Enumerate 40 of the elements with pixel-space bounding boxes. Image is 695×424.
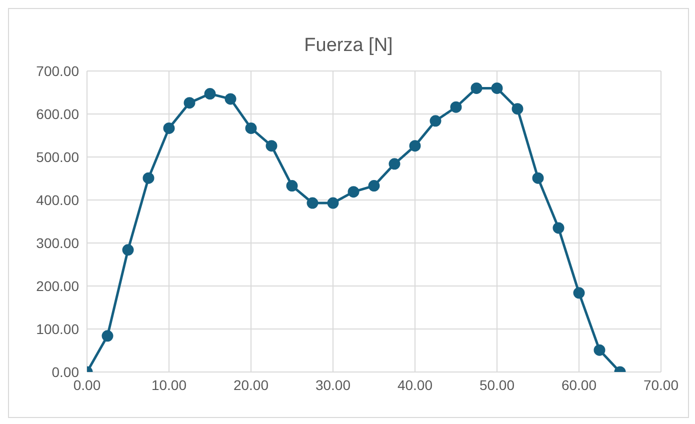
point: [368, 180, 380, 192]
y-tick-label: 100.00: [36, 320, 80, 337]
point: [512, 103, 524, 115]
x-tick-label: 50.00: [479, 376, 515, 393]
y-tick-label: 500.00: [36, 148, 80, 165]
point: [388, 158, 400, 170]
y-tick-label: 600.00: [36, 106, 80, 122]
point: [409, 140, 421, 152]
point: [450, 101, 462, 113]
point: [470, 82, 482, 94]
x-tick-label: 30.00: [315, 376, 351, 393]
x-tick-label: 40.00: [397, 376, 433, 393]
x-tick-label: 70.00: [643, 376, 679, 393]
point: [348, 186, 360, 198]
y-tick-label: 300.00: [36, 234, 80, 251]
point: [532, 172, 544, 184]
point: [266, 140, 278, 152]
point: [122, 244, 134, 256]
chart-title: Fuerza [N]: [303, 35, 394, 57]
point: [491, 82, 503, 94]
point: [286, 180, 298, 192]
y-tick-label: 200.00: [36, 278, 80, 294]
point: [204, 88, 216, 100]
point: [224, 93, 236, 105]
point: [245, 122, 257, 134]
x-tick-label: 20.00: [233, 376, 269, 393]
x-tick-label: 10.00: [151, 376, 187, 393]
y-tick-label: 400.00: [36, 192, 80, 208]
point: [142, 172, 154, 184]
point: [594, 344, 606, 356]
point: [184, 97, 196, 109]
point: [430, 115, 442, 127]
point: [327, 197, 339, 209]
x-tick-label: 60.00: [561, 376, 597, 393]
point: [102, 330, 114, 342]
point: [306, 197, 318, 209]
y-tick-label: 700.00: [36, 62, 80, 79]
point: [163, 122, 175, 134]
point: [573, 287, 585, 299]
point: [552, 222, 564, 234]
